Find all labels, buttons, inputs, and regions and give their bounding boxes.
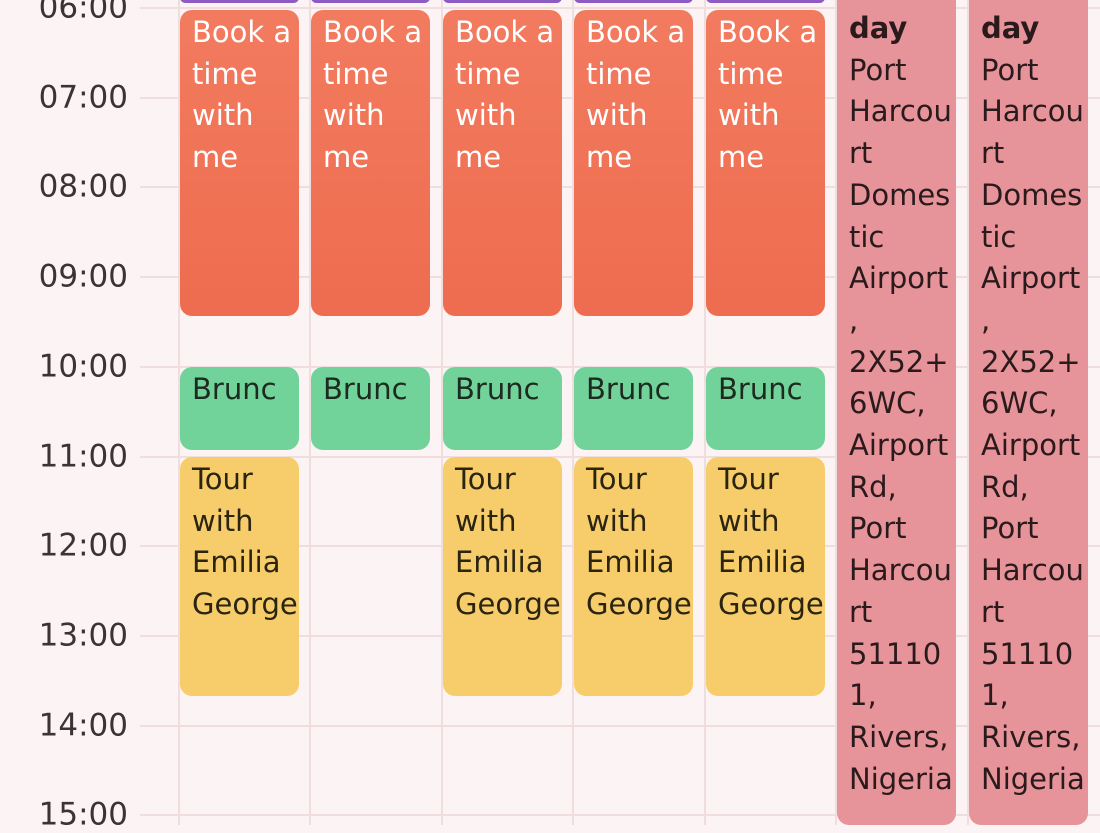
time-label: 15:00 (38, 796, 128, 833)
time-label: 13:00 (38, 617, 128, 654)
column-divider (572, 0, 574, 825)
time-label: 14:00 (38, 707, 128, 744)
event-location: Port Harcourt Domestic Airport, 2X52+6WC… (981, 52, 1085, 796)
event[interactable] (180, 0, 299, 3)
hour-line (140, 814, 1100, 817)
event[interactable] (311, 0, 430, 3)
tour-event[interactable]: Tour with Emilia George (180, 457, 299, 696)
event[interactable] (443, 0, 562, 3)
tour-event[interactable]: Tour with Emilia George (706, 457, 825, 696)
time-label: 06:00 (38, 0, 128, 26)
brunch-event[interactable]: Brunc (574, 367, 693, 450)
event-title: Book a time with me (718, 15, 818, 175)
book-event[interactable]: Book a time with me (706, 10, 825, 316)
event-title: day (849, 11, 908, 45)
column-divider (967, 0, 969, 825)
column-divider (178, 0, 180, 825)
time-label: 10:00 (38, 348, 128, 385)
column-divider (309, 0, 311, 825)
time-label: 12:00 (38, 527, 128, 564)
book-event[interactable]: Book a time with me (311, 10, 430, 316)
event-title: Book a time with me (455, 15, 555, 175)
pink-event[interactable]: day Port Harcourt Domestic Airport, 2X52+… (837, 0, 956, 825)
time-label: 09:00 (38, 258, 128, 295)
column-divider (441, 0, 443, 825)
hour-line (140, 7, 1100, 9)
event[interactable] (574, 0, 693, 3)
brunch-event[interactable]: Brunc (706, 367, 825, 450)
column-divider (835, 0, 837, 825)
hour-line (140, 724, 1100, 727)
book-event[interactable]: Book a time with me (180, 10, 299, 316)
event-title: Book a time with me (192, 15, 292, 175)
time-label: 08:00 (38, 168, 128, 205)
hour-line (140, 365, 1100, 368)
event-location: Port Harcourt Domestic Airport, 2X52+6WC… (849, 52, 953, 796)
tour-event[interactable]: Tour with Emilia George (574, 457, 693, 696)
time-label: 11:00 (38, 438, 128, 474)
book-event[interactable]: Book a time with me (574, 10, 693, 316)
book-event[interactable]: Book a time with me (443, 10, 562, 316)
column-divider (704, 0, 706, 825)
brunch-event[interactable]: Brunc (311, 367, 430, 450)
brunch-event[interactable]: Brunc (180, 367, 299, 450)
event[interactable] (706, 0, 825, 3)
event-title: Book a time with me (586, 15, 686, 175)
event-title: Book a time with me (323, 15, 423, 175)
event-title: day (981, 11, 1040, 45)
tour-event[interactable]: Tour with Emilia George (443, 457, 562, 696)
time-label: 07:00 (38, 79, 128, 116)
pink-event[interactable]: day Port Harcourt Domestic Airport, 2X52+… (969, 0, 1088, 825)
hour-line (140, 455, 1100, 458)
brunch-event[interactable]: Brunc (443, 367, 562, 450)
